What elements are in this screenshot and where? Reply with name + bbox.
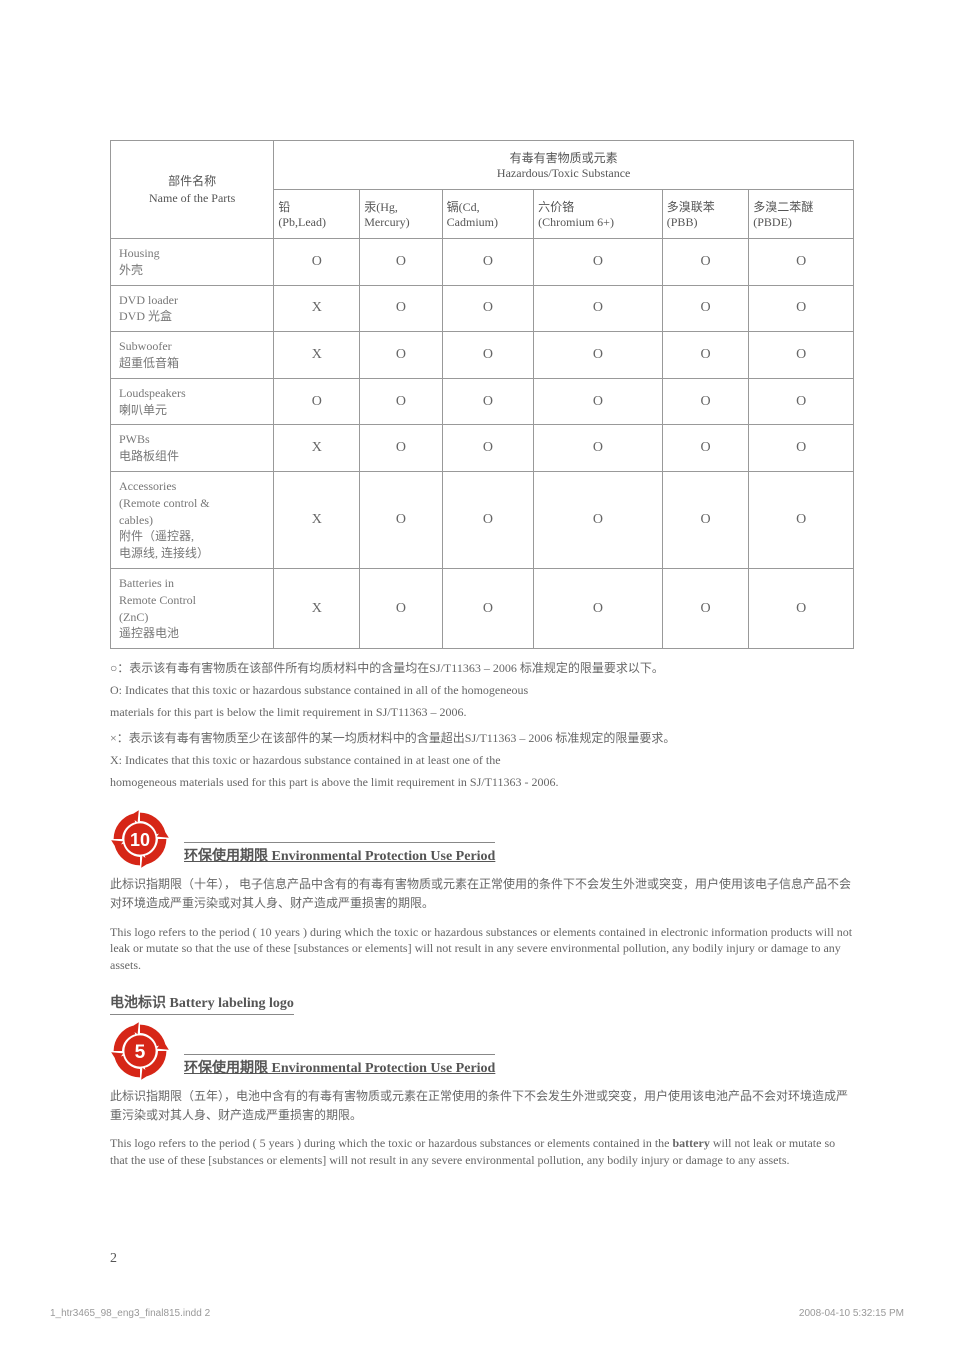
ep5-en-bold: battery [673, 1136, 710, 1150]
ep10-title: 环保使用期限 Environmental Protection Use Peri… [184, 842, 495, 869]
col-header-1: 汞(Hg,Mercury) [360, 190, 442, 239]
row-name: Loudspeakers 喇叭单元 [111, 378, 274, 425]
footer-meta: 1_htr3465_98_eng3_final815.indd 2 2008-0… [50, 1308, 904, 1319]
document-content: 部件名称 Name of the Parts 有毒有害物质或元素 Hazardo… [110, 140, 854, 1169]
cell-value: O [749, 425, 854, 472]
table-row: Housing 外壳OOOOOO [111, 239, 854, 286]
row-name: Accessories (Remote control & cables) 附件… [111, 471, 274, 568]
note-o-en1: O: Indicates that this toxic or hazardou… [110, 681, 854, 699]
cell-value: X [274, 332, 360, 379]
cell-value: O [534, 378, 663, 425]
col-header-5: 多溴二苯醚(PBDE) [749, 190, 854, 239]
ep5-title: 环保使用期限 Environmental Protection Use Peri… [184, 1054, 495, 1081]
cell-value: O [662, 568, 748, 648]
col-header-0: 铅(Pb,Lead) [274, 190, 360, 239]
cell-value: O [662, 239, 748, 286]
note-x-cn: ×：表示该有毒有害物质至少在该部件的某一均质材料中的含量超出SJ/T11363 … [110, 729, 854, 747]
note-x-en1: X: Indicates that this toxic or hazardou… [110, 751, 854, 769]
row-name: PWBs 电路板组件 [111, 425, 274, 472]
table-row: Accessories (Remote control & cables) 附件… [111, 471, 854, 568]
cell-value: O [534, 239, 663, 286]
ep5-number: 5 [135, 1042, 146, 1063]
cell-value: O [360, 332, 442, 379]
col-header-2: 镉(Cd,Cadmium) [442, 190, 534, 239]
row-name: Subwoofer 超重低音箱 [111, 332, 274, 379]
cell-value: O [749, 332, 854, 379]
cell-value: O [442, 568, 534, 648]
cell-value: O [662, 285, 748, 332]
table-notes: ○：表示该有毒有害物质在该部件所有均质材料中的含量均在SJ/T11363 – 2… [110, 659, 854, 791]
cell-value: X [274, 471, 360, 568]
ep5-desc-cn: 此标识指期限（五年），电池中含有的有毒有害物质或元素在正常使用的条件下不会发生外… [110, 1087, 854, 1125]
ep10-desc-en: This logo refers to the period ( 10 year… [110, 924, 854, 974]
note-o-en2: materials for this part is below the lim… [110, 703, 854, 721]
cell-value: O [274, 378, 360, 425]
ep10-icon: 10 [110, 809, 170, 869]
hazardous-substance-table: 部件名称 Name of the Parts 有毒有害物质或元素 Hazardo… [110, 140, 854, 649]
row-name: DVD loader DVD 光盒 [111, 285, 274, 332]
cell-value: O [442, 378, 534, 425]
cell-value: O [360, 378, 442, 425]
cell-value: O [662, 378, 748, 425]
cell-value: O [662, 425, 748, 472]
col-header-4: 多溴联苯(PBB) [662, 190, 748, 239]
ep5-block: 5 环保使用期限 Environmental Protection Use Pe… [110, 1021, 854, 1081]
cell-value: X [274, 425, 360, 472]
cell-value: O [442, 471, 534, 568]
parts-label-en: Name of the Parts [149, 191, 235, 205]
parts-header: 部件名称 Name of the Parts [111, 141, 274, 239]
parts-label-cn: 部件名称 [168, 174, 216, 188]
row-name: Batteries in Remote Control (ZnC) 遥控器电池 [111, 568, 274, 648]
table-row: Loudspeakers 喇叭单元OOOOOO [111, 378, 854, 425]
cell-value: O [274, 239, 360, 286]
row-name: Housing 外壳 [111, 239, 274, 286]
substance-group-header: 有毒有害物质或元素 Hazardous/Toxic Substance [274, 141, 854, 190]
cell-value: O [749, 239, 854, 286]
cell-value: O [749, 285, 854, 332]
cell-value: O [360, 285, 442, 332]
table-row: Batteries in Remote Control (ZnC) 遥控器电池X… [111, 568, 854, 648]
ep10-block: 10 环保使用期限 Environmental Protection Use P… [110, 809, 854, 869]
cell-value: O [534, 425, 663, 472]
footer-timestamp: 2008-04-10 5:32:15 PM [799, 1308, 904, 1319]
ep5-desc-en: This logo refers to the period ( 5 years… [110, 1135, 854, 1169]
cell-value: O [662, 332, 748, 379]
cell-value: O [749, 378, 854, 425]
cell-value: O [534, 332, 663, 379]
footer-file: 1_htr3465_98_eng3_final815.indd 2 [50, 1308, 210, 1319]
cell-value: O [442, 285, 534, 332]
cell-value: O [534, 471, 663, 568]
table-row: DVD loader DVD 光盒XOOOOO [111, 285, 854, 332]
ep10-number: 10 [130, 830, 150, 850]
battery-title: 电池标识 Battery labeling logo [110, 992, 294, 1015]
cell-value: X [274, 568, 360, 648]
page-number: 2 [110, 1251, 117, 1267]
cell-value: O [442, 239, 534, 286]
table-row: PWBs 电路板组件XOOOOO [111, 425, 854, 472]
cell-value: O [749, 568, 854, 648]
cell-value: O [442, 425, 534, 472]
cell-value: O [662, 471, 748, 568]
cell-value: O [360, 471, 442, 568]
group-header-text: 有毒有害物质或元素 Hazardous/Toxic Substance [497, 151, 630, 180]
cell-value: O [534, 285, 663, 332]
cell-value: O [360, 239, 442, 286]
cell-value: O [534, 568, 663, 648]
cell-value: O [360, 425, 442, 472]
note-o-cn: ○：表示该有毒有害物质在该部件所有均质材料中的含量均在SJ/T11363 – 2… [110, 659, 854, 677]
ep10-desc-cn: 此标识指期限（十年）， 电子信息产品中含有的有毒有害物质或元素在正常使用的条件下… [110, 875, 854, 913]
ep5-en-p1: This logo refers to the period ( 5 years… [110, 1136, 673, 1150]
cell-value: O [749, 471, 854, 568]
table-row: Subwoofer 超重低音箱XOOOOO [111, 332, 854, 379]
cell-value: X [274, 285, 360, 332]
ep5-icon: 5 [110, 1021, 170, 1081]
col-header-3: 六价铬(Chromium 6+) [534, 190, 663, 239]
cell-value: O [442, 332, 534, 379]
note-x-en2: homogeneous materials used for this part… [110, 773, 854, 791]
cell-value: O [360, 568, 442, 648]
